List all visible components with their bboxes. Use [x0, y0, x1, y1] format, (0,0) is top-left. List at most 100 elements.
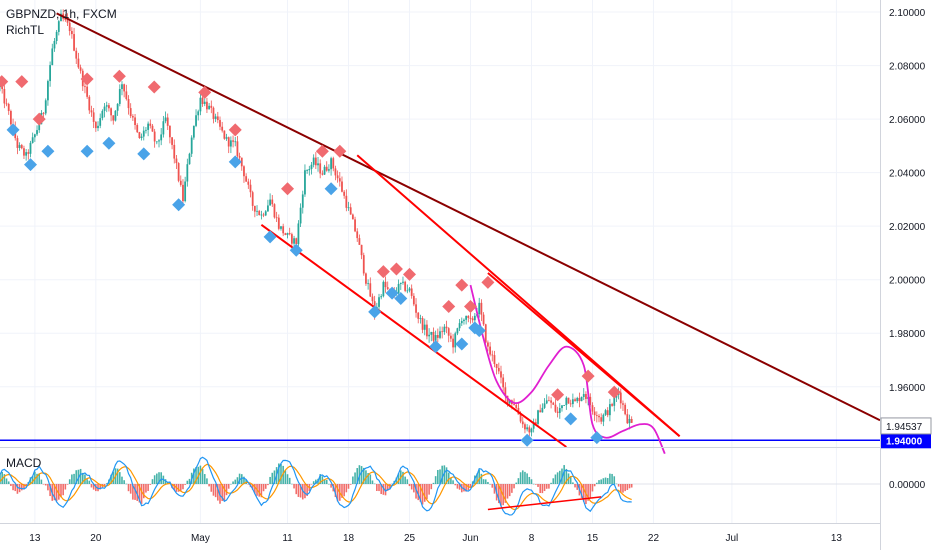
candle-body — [369, 283, 372, 297]
macd-histogram-bar — [541, 484, 544, 494]
candle-body — [249, 184, 252, 193]
macd-histogram-bar — [371, 480, 374, 484]
macd-histogram-bar — [112, 471, 115, 484]
macd-histogram-bar — [182, 484, 184, 490]
candle-body — [321, 173, 324, 175]
candle-body — [197, 111, 200, 116]
macd-histogram-bar — [508, 484, 511, 497]
macd-histogram-bar — [552, 478, 555, 484]
macd-histogram-bar — [132, 484, 134, 500]
macd-histogram-bar — [511, 484, 513, 493]
candle-body — [434, 335, 437, 341]
x-tick-label: May — [191, 533, 210, 544]
macd-histogram-bar — [286, 474, 289, 484]
candle-body — [149, 123, 152, 126]
projection-curve — [469, 284, 666, 455]
candle-body — [179, 180, 182, 185]
macd-histogram-bar — [88, 480, 91, 484]
candle-body — [162, 121, 165, 135]
macd-histogram-bar — [441, 465, 443, 484]
candle-body — [548, 400, 550, 402]
candle-body — [299, 207, 302, 224]
candle-body — [134, 117, 136, 126]
y-tick-label: 2.04000 — [889, 169, 926, 180]
macd-histogram-bar — [328, 483, 330, 485]
candle-body — [33, 134, 36, 138]
candle-body — [447, 328, 450, 336]
macd-histogram-bar — [103, 484, 106, 487]
candle-body — [310, 164, 313, 170]
macd-histogram-bar — [258, 484, 261, 497]
macd-histogram-bar — [426, 484, 428, 500]
buy-signal-marker — [6, 123, 20, 137]
candle-body — [118, 89, 121, 104]
candle-body — [504, 387, 507, 396]
macd-histogram-bar — [40, 479, 43, 484]
macd-histogram-bar — [591, 484, 594, 492]
macd-histogram-bar — [129, 484, 132, 494]
candle-body — [351, 214, 354, 220]
candle-body — [221, 126, 224, 131]
macd-histogram-bar — [71, 474, 73, 484]
support-price-label: 1.94000 — [886, 436, 923, 447]
macd-histogram-bar — [498, 484, 500, 504]
candle-body — [42, 112, 45, 114]
macd-histogram-bar — [417, 484, 420, 501]
macd-histogram-bar — [158, 472, 160, 484]
macd-histogram-bar — [613, 476, 616, 484]
candle-body — [552, 402, 555, 405]
candle-body — [378, 297, 380, 307]
macd-histogram-bar — [325, 479, 328, 484]
macd-histogram-bar — [5, 478, 8, 484]
candle-body — [569, 403, 572, 405]
candle-body — [153, 131, 156, 142]
sell-signal-marker — [112, 69, 126, 83]
candle-body — [347, 207, 350, 209]
macd-histogram-bar — [493, 484, 496, 494]
candle-body — [386, 287, 389, 290]
macd-histogram-bar — [20, 484, 23, 491]
candle-body — [482, 314, 485, 325]
candle-body — [380, 296, 383, 298]
candle-body — [541, 407, 544, 413]
candle-body — [328, 169, 330, 171]
candle-body — [225, 137, 228, 139]
candle-body — [36, 130, 38, 135]
candle-body — [79, 67, 82, 71]
candle-body — [18, 145, 21, 148]
candle-body — [319, 163, 322, 174]
macd-histogram-bar — [95, 484, 97, 492]
y-tick-label: 1.96000 — [889, 383, 926, 394]
candle-body — [480, 302, 483, 315]
candle-body — [345, 195, 348, 208]
buy-signal-marker — [394, 291, 408, 305]
candle-body — [343, 191, 346, 196]
candle-body — [397, 283, 400, 294]
macd-histogram-bar — [352, 476, 354, 484]
candle-body — [23, 148, 25, 156]
macd-histogram-bar — [97, 484, 99, 492]
macd-histogram-bar — [301, 484, 304, 500]
macd-histogram-bar — [136, 484, 139, 501]
candle-body — [282, 226, 285, 234]
macd-histogram-bar — [29, 477, 32, 484]
macd-histogram-bar — [628, 484, 631, 489]
y-tick-label: 2.08000 — [889, 62, 926, 73]
candle-body — [360, 244, 363, 256]
buy-signal-marker — [263, 230, 277, 244]
macd-histogram-bar — [34, 471, 36, 484]
candle-body — [55, 31, 58, 41]
candle-body — [314, 157, 317, 166]
current-price-tag — [880, 417, 932, 435]
candle-body — [622, 403, 624, 405]
macd-histogram-bar — [79, 468, 82, 484]
macd-histogram-bar — [504, 484, 507, 503]
candle-body — [428, 334, 431, 337]
candle-body — [9, 111, 12, 125]
candle-body — [216, 116, 219, 121]
macd-histogram-bar — [452, 480, 454, 484]
candle-body — [175, 158, 178, 164]
candle-body — [452, 338, 454, 348]
macd-histogram-bar — [49, 484, 51, 497]
